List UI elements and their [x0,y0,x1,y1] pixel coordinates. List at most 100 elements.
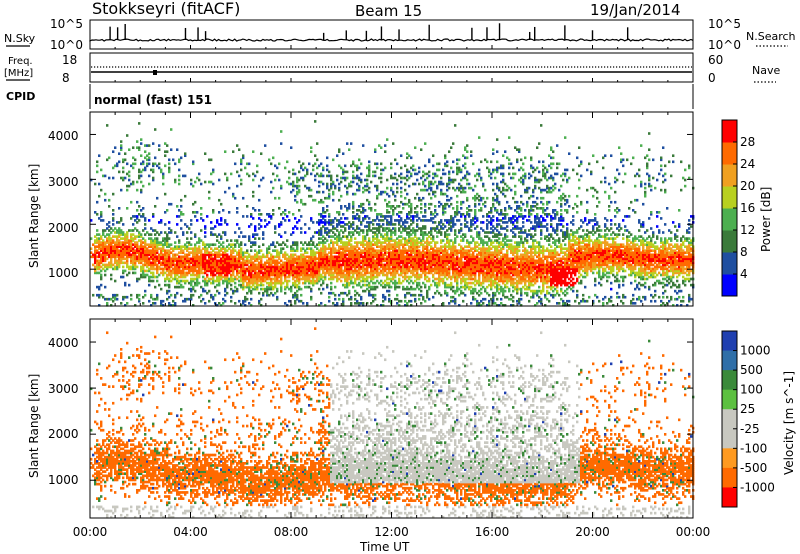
power-cell [300,176,303,180]
power-cell [136,293,139,297]
power-cell [368,186,371,190]
power-cell [322,235,325,238]
power-cell [182,231,185,234]
power-cell [348,265,351,269]
power-cell [290,146,293,150]
power-cell [336,302,339,305]
power-cell [184,263,187,267]
power-cell [140,245,143,249]
power-cell [152,257,155,261]
power-cell [252,269,255,273]
power-cell [100,247,103,251]
power-cell [452,285,455,289]
power-cell [172,277,175,281]
power-cell [322,247,325,251]
power-cell [212,275,215,279]
power-cell [282,265,285,269]
power-cell [352,259,355,263]
power-cell [158,221,161,224]
power-cell [324,275,327,279]
power-cell [320,302,323,305]
power-cell [270,287,273,291]
power-cell [176,277,179,281]
power-cell [308,255,311,259]
power-cell [428,158,431,162]
power-cell [212,277,215,281]
power-cell [252,265,255,269]
power-cell [142,207,145,210]
power-cell [274,196,277,200]
power-cell [258,184,261,188]
power-cell [292,281,295,285]
power-cell [390,186,393,190]
power-cell [148,245,151,249]
power-cell [200,239,203,242]
power-cell [352,200,355,204]
power-cell [332,271,335,275]
power-cell [152,241,155,244]
power-cell [120,229,123,232]
power-cell [142,275,145,279]
power-cell [236,259,239,263]
power-cell [154,233,157,236]
power-cell [328,174,331,178]
power-cell [158,166,161,170]
power-cell [424,225,427,228]
power-cell [300,299,303,303]
power-cell [344,170,347,174]
power-cell [138,233,141,236]
power-cell [348,289,351,293]
power-cell [298,287,301,291]
power-cell [198,239,201,242]
power-cell [124,281,127,285]
power-cell [160,253,163,257]
power-cell [132,265,135,269]
power-cell [434,205,437,208]
power-cell [226,261,229,265]
power-cell [216,253,219,257]
power-cell [252,261,255,265]
power-cell [306,279,309,283]
power-cell [272,285,275,289]
power-cell [250,285,253,289]
power-cell [110,231,113,234]
power-cell [320,198,323,202]
power-cell [338,277,341,281]
power-cell [160,267,163,271]
power-cell [126,233,129,236]
power-cell [270,291,273,295]
power-cell [298,257,301,261]
power-cell [252,194,255,198]
power-cell [388,289,391,293]
power-cell [126,249,129,253]
power-cell [186,271,189,275]
power-cell [346,275,349,279]
power-cell [154,237,157,240]
power-cell [350,255,353,259]
power-cell [352,233,355,236]
power-cell [144,168,147,172]
power-cell [104,257,107,261]
power-cell [302,277,305,281]
power-cell [294,253,297,257]
power-cell [144,227,147,230]
power-cell [270,273,273,277]
power-cell [302,168,305,172]
power-cell [290,263,293,267]
power-cell [108,198,111,202]
power-cell [356,243,359,247]
power-cell [288,299,291,303]
power-cell [280,249,283,253]
power-cell [146,269,149,273]
power-cell [458,219,461,222]
power-cell [246,285,249,289]
power-cell [350,225,353,228]
power-cell [224,263,227,267]
power-cell [214,233,217,236]
power-cell [326,239,329,242]
power-cell [218,255,221,259]
power-cell [222,255,225,259]
power-cell [318,233,321,236]
power-cell [310,249,313,253]
power-cell [250,263,253,267]
